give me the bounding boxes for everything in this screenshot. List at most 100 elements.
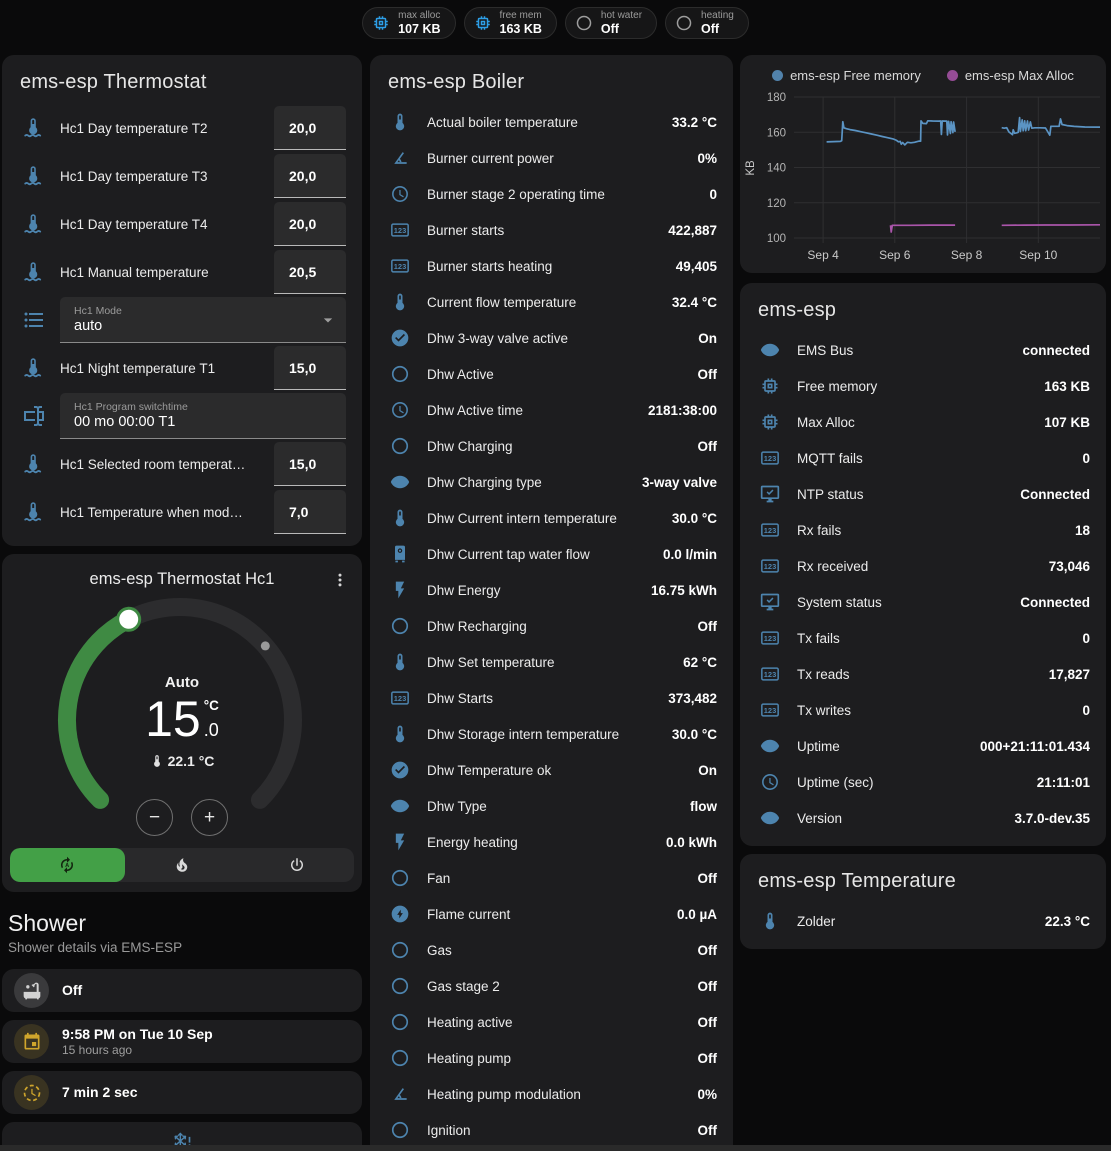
- entity-row[interactable]: Dhw Active Off: [386, 356, 717, 392]
- card-title: ems-esp Boiler: [388, 71, 525, 93]
- entity-row[interactable]: Hc1 Manual temperature 20,5: [18, 248, 346, 296]
- entity-row[interactable]: 123 Rx fails 18: [756, 512, 1090, 548]
- heat-mode-button[interactable]: [125, 848, 240, 882]
- entity-row[interactable]: Uptime 000+21:11:01.434: [756, 728, 1090, 764]
- number-input[interactable]: 20,5: [274, 250, 346, 294]
- shower-card[interactable]: 7 min 2 sec: [2, 1071, 362, 1114]
- entity-row[interactable]: Current flow temperature 32.4 °C: [386, 284, 717, 320]
- entity-row[interactable]: Dhw Set temperature 62 °C: [386, 644, 717, 680]
- entity-row[interactable]: Hc1 Night temperature T1 15,0: [18, 344, 346, 392]
- entity-row[interactable]: Dhw Charging type 3-way valve: [386, 464, 717, 500]
- entity-row[interactable]: 123 Burner starts 422,887: [386, 212, 717, 248]
- entity-row[interactable]: 123 Tx reads 17,827: [756, 656, 1090, 692]
- entity-row[interactable]: NTP status Connected: [756, 476, 1090, 512]
- entity-row[interactable]: Heating pump Off: [386, 1040, 717, 1076]
- entity-row[interactable]: System status Connected: [756, 584, 1090, 620]
- number-input[interactable]: 20,0: [274, 202, 346, 246]
- entity-value: Connected: [1020, 486, 1090, 502]
- counter-icon: 123: [759, 628, 781, 648]
- entity-label: Burner stage 2 operating time: [427, 186, 605, 202]
- number-input[interactable]: 15,0: [274, 442, 346, 486]
- off-mode-button[interactable]: [239, 848, 354, 882]
- svg-text:123: 123: [394, 262, 407, 271]
- entity-row[interactable]: Hc1 Selected room temperat… 15,0: [18, 440, 346, 488]
- entity-value: On: [698, 330, 717, 346]
- card-title: ems-esp Thermostat: [20, 71, 207, 93]
- flash-icon: [389, 832, 411, 852]
- svg-text:123: 123: [394, 226, 407, 235]
- entity-row[interactable]: Burner stage 2 operating time 0: [386, 176, 717, 212]
- entity-row[interactable]: Hc1 Program switchtime 00 mo 00:00 T1: [18, 392, 346, 440]
- entity-row[interactable]: Free memory 163 KB: [756, 368, 1090, 404]
- entity-row[interactable]: Hc1 Mode auto: [18, 296, 346, 344]
- entity-row[interactable]: Burner current power 0%: [386, 140, 717, 176]
- entity-row[interactable]: Dhw Active time 2181:38:00: [386, 392, 717, 428]
- entity-row[interactable]: Fan Off: [386, 860, 717, 896]
- entity-row[interactable]: 123 Tx writes 0: [756, 692, 1090, 728]
- boiler-entity-list: Actual boiler temperature 33.2 °C Burner c…: [386, 104, 717, 1148]
- status-badge[interactable]: max alloc 107 KB: [362, 7, 456, 39]
- decrease-temperature-button[interactable]: −: [136, 799, 173, 836]
- shower-card[interactable]: 9:58 PM on Tue 10 Sep 15 hours ago: [2, 1020, 362, 1063]
- entity-row[interactable]: Dhw Charging Off: [386, 428, 717, 464]
- number-input[interactable]: 20,0: [274, 154, 346, 198]
- auto-mode-button[interactable]: A: [10, 848, 125, 882]
- number-input[interactable]: 7,0: [274, 490, 346, 534]
- shower-card[interactable]: Off: [2, 969, 362, 1012]
- entity-label: Ignition: [427, 1122, 471, 1138]
- entity-row[interactable]: Dhw Temperature ok On: [386, 752, 717, 788]
- entity-row[interactable]: Uptime (sec) 21:11:01: [756, 764, 1090, 800]
- entity-row[interactable]: Ignition Off: [386, 1112, 717, 1148]
- entity-row[interactable]: Dhw Current intern temperature 30.0 °C: [386, 500, 717, 536]
- entity-row[interactable]: Flame current 0.0 µA: [386, 896, 717, 932]
- entity-value: 32.4 °C: [671, 294, 717, 310]
- circle-icon: [389, 616, 411, 636]
- entity-row[interactable]: 123 Tx fails 0: [756, 620, 1090, 656]
- entity-label: Dhw Energy: [427, 582, 501, 598]
- entity-row[interactable]: Energy heating 0.0 kWh: [386, 824, 717, 860]
- entity-row[interactable]: Dhw Recharging Off: [386, 608, 717, 644]
- number-input[interactable]: 20,0: [274, 106, 346, 150]
- select-field[interactable]: Hc1 Mode auto: [60, 297, 346, 343]
- number-input-value: 7,0: [289, 503, 309, 520]
- entity-row[interactable]: Version 3.7.0-dev.35: [756, 800, 1090, 836]
- entity-row[interactable]: Heating active Off: [386, 1004, 717, 1040]
- entity-label: Dhw Set temperature: [427, 654, 555, 670]
- entity-row[interactable]: Max Alloc 107 KB: [756, 404, 1090, 440]
- entity-row[interactable]: Dhw Type flow: [386, 788, 717, 824]
- entity-value: 33.2 °C: [671, 114, 717, 130]
- entity-row[interactable]: 123 Rx received 73,046: [756, 548, 1090, 584]
- entity-row[interactable]: Hc1 Day temperature T2 20,0: [18, 104, 346, 152]
- increase-temperature-button[interactable]: +: [191, 799, 228, 836]
- entity-row[interactable]: Gas stage 2 Off: [386, 968, 717, 1004]
- entity-row[interactable]: 123 MQTT fails 0: [756, 440, 1090, 476]
- dial-handle[interactable]: [116, 606, 142, 632]
- number-input[interactable]: 15,0: [274, 346, 346, 390]
- entity-row[interactable]: Dhw Energy 16.75 kWh: [386, 572, 717, 608]
- clock-icon: [389, 184, 411, 204]
- entity-row[interactable]: Gas Off: [386, 932, 717, 968]
- number-input-value: 20,0: [289, 119, 317, 136]
- entity-row[interactable]: Dhw Current tap water flow 0.0 l/min: [386, 536, 717, 572]
- status-badge[interactable]: hot water Off: [564, 7, 658, 39]
- entity-row[interactable]: Heating pump modulation 0%: [386, 1076, 717, 1112]
- entity-row[interactable]: Hc1 Day temperature T4 20,0: [18, 200, 346, 248]
- legend-label: ems-esp Free memory: [790, 68, 921, 83]
- entity-row[interactable]: Dhw 3-way valve active On: [386, 320, 717, 356]
- entity-row[interactable]: EMS Bus connected: [756, 332, 1090, 368]
- status-badge[interactable]: heating Off: [665, 7, 749, 39]
- entity-row[interactable]: Actual boiler temperature 33.2 °C: [386, 104, 717, 140]
- entity-row[interactable]: Hc1 Day temperature T3 20,0: [18, 152, 346, 200]
- entity-row[interactable]: 123 Burner starts heating 49,405: [386, 248, 717, 284]
- entity-row[interactable]: 123 Dhw Starts 373,482: [386, 680, 717, 716]
- text-input[interactable]: Hc1 Program switchtime 00 mo 00:00 T1: [60, 393, 346, 439]
- entity-row[interactable]: Zolder 22.3 °C: [756, 903, 1090, 939]
- circle-icon: [575, 14, 593, 32]
- entity-row[interactable]: Dhw Storage intern temperature 30.0 °C: [386, 716, 717, 752]
- target-temperature-decimal: .0: [203, 720, 219, 740]
- entity-row[interactable]: Hc1 Temperature when mod… 7,0: [18, 488, 346, 536]
- entity-value: Off: [697, 1050, 718, 1066]
- status-badge[interactable]: free mem 163 KB: [463, 7, 557, 39]
- more-options-button[interactable]: [326, 566, 354, 599]
